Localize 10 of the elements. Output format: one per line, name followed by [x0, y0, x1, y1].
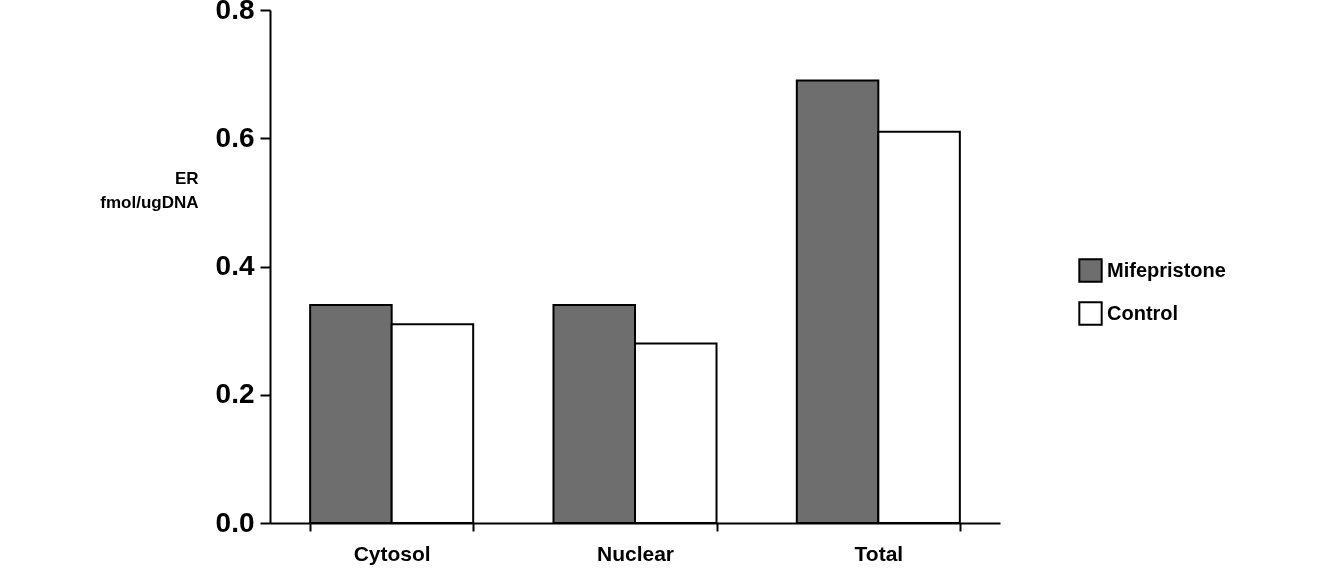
- legend-label: Mifepristone: [1107, 258, 1226, 281]
- y-tick-label: 0.2: [215, 378, 255, 410]
- y-tick-label: 0.4: [215, 250, 255, 281]
- y-tick-label: 0.0: [215, 506, 255, 538]
- x-tick-label: Cytosol: [353, 541, 431, 565]
- legend-label: Control: [1107, 301, 1179, 324]
- x-tick-label: Total: [854, 541, 904, 565]
- x-tick-label: Nuclear: [596, 541, 675, 565]
- y-tick-label: 0.6: [215, 121, 255, 153]
- y-axis-title: ER fmol/ugDNA: [100, 168, 199, 212]
